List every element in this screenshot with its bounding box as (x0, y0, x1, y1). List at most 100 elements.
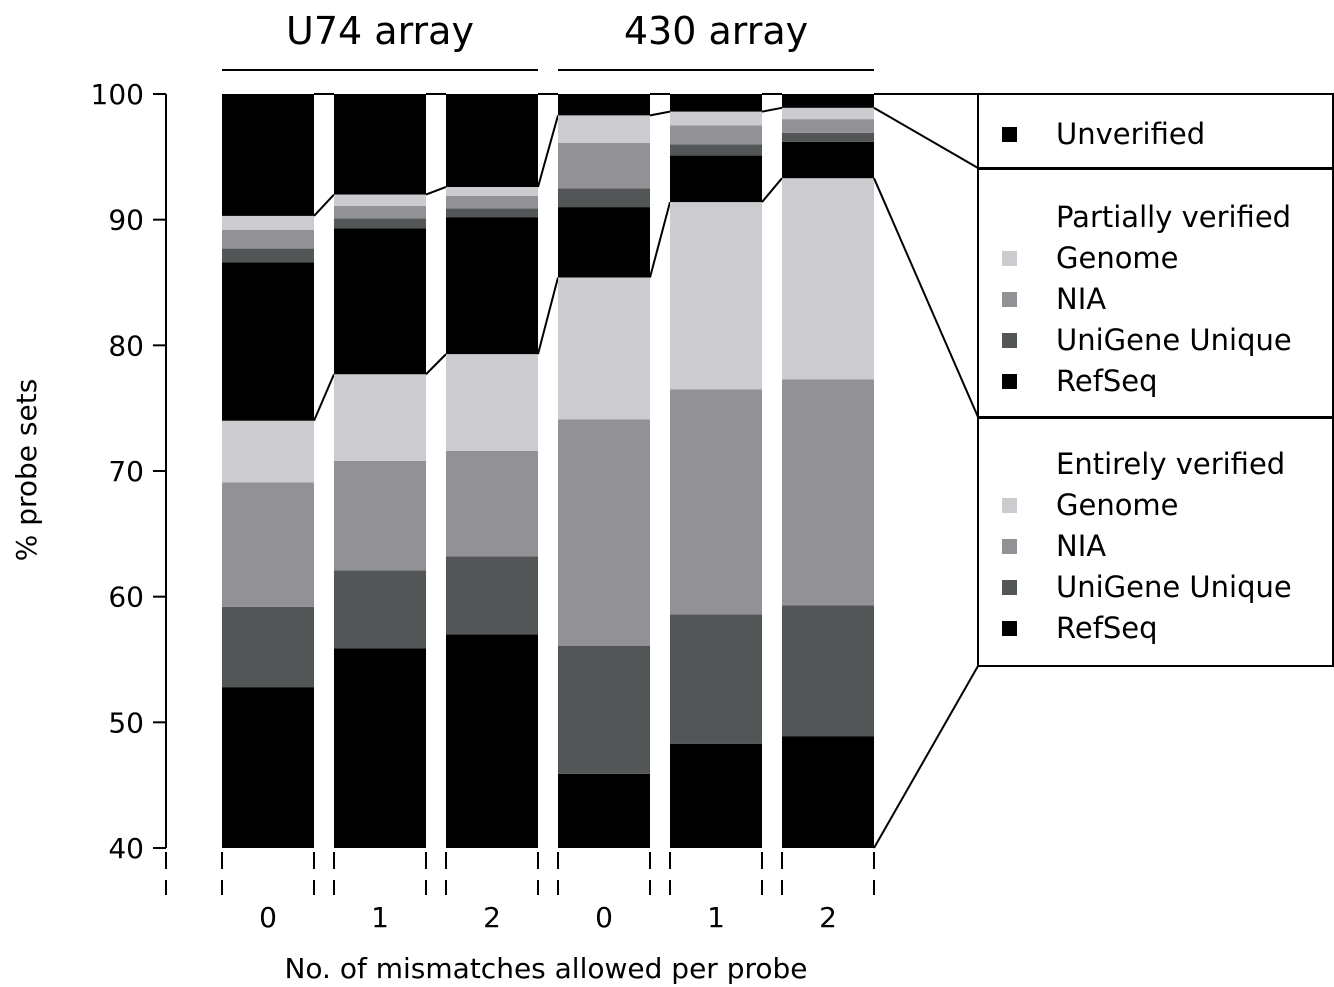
bar-segment-partial-refseq (670, 155, 762, 203)
bar-segment-partial-refseq (334, 228, 426, 375)
bar-segment-partial-genome (222, 215, 314, 230)
y-axis: 40 50 60 70 80 90 100 (91, 78, 167, 865)
legend-item-label: NIA (1056, 282, 1106, 316)
y-tick-label: 90 (108, 204, 144, 237)
bar-segment-entire-refseq (558, 773, 650, 848)
bar-segment-entire-genome (334, 374, 426, 461)
legend-box (977, 417, 1334, 667)
x-tick-label: 2 (483, 901, 501, 934)
legend-item-label: Genome (1056, 488, 1179, 522)
bar-segment-entire-nia (334, 460, 426, 571)
bar-segment-partial-refseq (446, 217, 538, 355)
legend-zoom-line (873, 177, 979, 418)
connector-line (649, 201, 671, 278)
bar-segment-entire-refseq (782, 736, 874, 848)
bar-segment-partial-unigene (334, 218, 426, 229)
bar-segment-unverified (222, 94, 314, 216)
legend-item-label: RefSeq (1056, 364, 1158, 398)
bar-segment-partial-genome (558, 115, 650, 144)
group-label: U74 array (286, 9, 474, 53)
bar-segment-entire-nia (782, 379, 874, 606)
bar-segment-partial-unigene (782, 132, 874, 142)
legend-swatch (1002, 292, 1017, 307)
connector-line (761, 177, 783, 203)
group-headers: U74 array 430 array (222, 9, 874, 71)
bar-segment-entire-unigene (446, 556, 538, 635)
bar-segment-entire-nia (222, 482, 314, 607)
legend-item-label: UniGene Unique (1056, 570, 1292, 604)
bar-segment-unverified (334, 94, 426, 195)
bar-segment-partial-nia (670, 125, 762, 145)
bar-segment-entire-genome (782, 178, 874, 380)
bar-segment-entire-refseq (670, 743, 762, 848)
bar-segment-partial-nia (782, 119, 874, 133)
connector-line (649, 110, 671, 117)
bar-segment-entire-refseq (446, 634, 538, 848)
bar-segment-partial-genome (782, 107, 874, 120)
bar-segment-entire-genome (558, 277, 650, 420)
x-tick-label: 0 (259, 901, 277, 934)
connector-line (537, 277, 559, 355)
bar-segment-unverified (558, 94, 650, 116)
x-tick-label: 1 (371, 901, 389, 934)
legend-swatch (1002, 127, 1017, 142)
legend-box (977, 168, 1334, 418)
bar-segment-entire-nia (670, 389, 762, 615)
legend-swatch (1002, 621, 1017, 636)
bar-segment-entire-unigene (558, 645, 650, 774)
legend-swatch (1002, 374, 1017, 389)
bar-segment-entire-genome (222, 420, 314, 483)
bar-segment-partial-genome (670, 111, 762, 126)
y-tick-label: 40 (108, 832, 144, 865)
connector-line (761, 106, 783, 113)
legend-item-label: Genome (1056, 241, 1179, 275)
y-tick-label: 70 (108, 455, 144, 488)
y-tick-label: 100 (91, 78, 144, 111)
legend-swatch (1002, 333, 1017, 348)
legend-section-title: Partially verified (1056, 200, 1291, 234)
connector-line (313, 373, 335, 422)
bar-segment-partial-nia (222, 229, 314, 249)
x-axis-title: No. of mismatches allowed per probe (284, 952, 807, 985)
legend-item-label: RefSeq (1056, 611, 1158, 645)
x-axis: 0 1 2 0 1 2 (165, 852, 875, 934)
legend-swatch (1002, 539, 1017, 554)
y-tick-label: 60 (108, 581, 144, 614)
bar-segment-partial-unigene (558, 188, 650, 208)
bar-connectors (313, 93, 783, 422)
bar-segment-partial-refseq (782, 141, 874, 179)
bar-segment-unverified (782, 94, 874, 108)
bar-segment-entire-genome (446, 354, 538, 451)
legend-section-title: Entirely verified (1056, 447, 1285, 481)
x-tick-label: 1 (707, 901, 725, 934)
connector-line (425, 353, 447, 375)
bar-segment-partial-genome (446, 186, 538, 196)
bar-segment-partial-unigene (222, 248, 314, 263)
legend: Unverified Partially verified Genome NIA Uni… (873, 93, 1334, 849)
y-tick-label: 80 (108, 329, 144, 362)
legend-zoom-line (873, 665, 979, 849)
bar-segment-partial-refseq (558, 207, 650, 278)
connector-line (425, 186, 447, 196)
bar-segment-partial-nia (446, 195, 538, 209)
bars (222, 94, 874, 848)
legend-swatch (1002, 251, 1017, 266)
bar-segment-partial-nia (334, 205, 426, 219)
legend-box (977, 93, 1334, 169)
bar-segment-partial-nia (558, 143, 650, 189)
group-label: 430 array (624, 9, 808, 53)
bar-segment-entire-nia (558, 419, 650, 646)
connector-line (537, 115, 559, 188)
bar-segment-entire-refseq (222, 687, 314, 848)
y-axis-title: % probe sets (10, 379, 43, 562)
bar-segment-entire-unigene (334, 570, 426, 649)
x-tick-label: 0 (595, 901, 613, 934)
bar-segment-entire-unigene (670, 614, 762, 744)
bar-segment-unverified (670, 94, 762, 112)
legend-item-label: UniGene Unique (1056, 323, 1292, 357)
legend-swatch (1002, 580, 1017, 595)
bar-segment-entire-unigene (782, 605, 874, 737)
bar-segment-entire-refseq (334, 648, 426, 848)
bar-segment-partial-unigene (670, 144, 762, 156)
